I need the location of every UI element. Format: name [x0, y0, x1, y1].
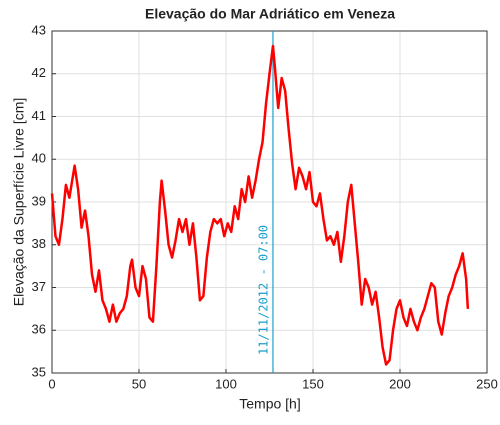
y-tick-label: 36: [32, 322, 46, 337]
x-axis-label: Tempo [h]: [239, 396, 300, 412]
y-tick-label: 38: [32, 236, 46, 251]
x-tick-label: 50: [132, 376, 146, 391]
y-tick-label: 41: [32, 108, 46, 123]
data-line: [50, 44, 470, 366]
x-tick-label: 150: [302, 376, 324, 391]
y-tick-label: 43: [32, 22, 46, 37]
annotation-label: 11/11/2012 - 07:00: [256, 225, 270, 355]
y-tick-label: 35: [32, 364, 46, 379]
y-tick-label: 40: [32, 151, 46, 166]
y-axis-label: Elevação da Superfície Livre [cm]: [11, 98, 27, 307]
x-tick-label: 100: [215, 376, 237, 391]
x-tick-label: 0: [48, 376, 55, 391]
chart-title: Elevação do Mar Adriático em Veneza: [145, 6, 395, 22]
y-tick-label: 37: [32, 279, 46, 294]
x-tick-label: 250: [476, 376, 498, 391]
y-tick-label: 42: [32, 65, 46, 80]
y-tick-label: 39: [32, 193, 46, 208]
x-tick-label: 200: [389, 376, 411, 391]
